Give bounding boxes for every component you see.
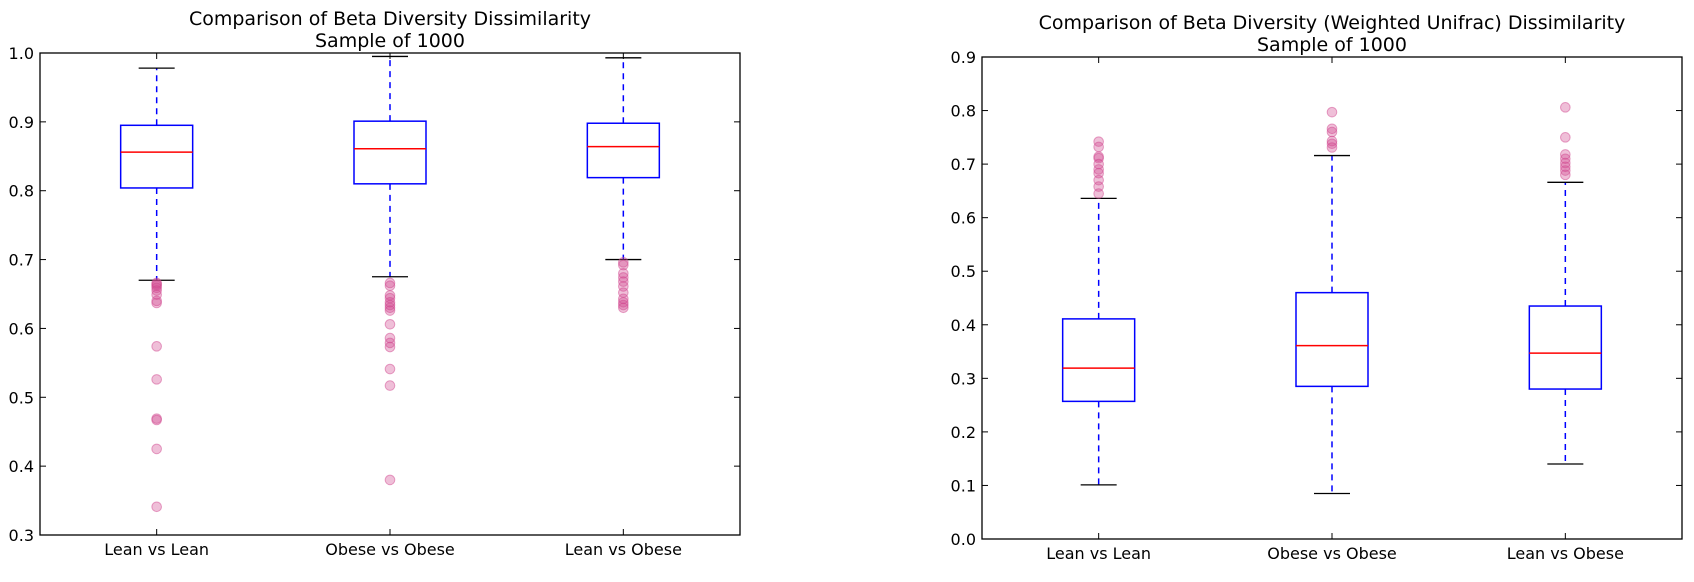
chart-panel-2: Comparison of Beta Diversity (Weighted U… <box>951 12 1683 563</box>
y-tick-label: 0.7 <box>9 251 34 270</box>
box-1 <box>1061 136 1136 486</box>
outlier-point <box>1326 123 1338 135</box>
outlier-point <box>618 259 629 271</box>
x-category-label: Lean vs Obese <box>1507 544 1624 563</box>
outlier-point <box>384 299 396 311</box>
y-tick-label: 0.6 <box>951 209 976 228</box>
outlier-point <box>1326 106 1338 118</box>
chart-panel-1: Comparison of Beta Diversity Dissimilari… <box>9 8 741 559</box>
outlier-point <box>384 280 396 292</box>
outlier-point <box>151 501 162 513</box>
box-3 <box>1528 102 1603 465</box>
y-tick-label: 1.0 <box>9 44 34 63</box>
outlier-point <box>618 302 629 314</box>
y-tick-label: 0.8 <box>9 182 34 201</box>
outlier-point <box>1093 141 1104 153</box>
y-tick-label: 0.6 <box>9 319 34 338</box>
y-tick-label: 0.4 <box>9 457 34 476</box>
outlier-point <box>384 341 396 353</box>
outlier-point <box>1326 135 1338 147</box>
box-body <box>353 120 427 185</box>
outlier-point <box>1560 153 1571 165</box>
box-body <box>119 124 194 189</box>
x-category-label: Lean vs Obese <box>565 540 682 559</box>
outlier-point <box>1560 165 1571 176</box>
outlier-point <box>384 277 396 289</box>
box-3 <box>586 57 661 314</box>
outlier-point <box>618 272 629 283</box>
y-tick-label: 0.5 <box>9 388 34 407</box>
y-tick-label: 0.2 <box>951 423 976 442</box>
outlier-point <box>1093 151 1104 162</box>
outlier-point <box>151 285 162 296</box>
box-body <box>586 122 661 179</box>
outlier-point <box>384 474 396 486</box>
outlier-point <box>384 302 396 314</box>
box-2 <box>1295 106 1369 495</box>
x-category-label: Lean vs Lean <box>1046 544 1151 563</box>
outlier-point <box>151 297 162 309</box>
outlier-point <box>151 374 162 385</box>
y-tick-label: 0.1 <box>951 476 976 495</box>
outlier-point <box>384 296 396 308</box>
chart-subtitle: Sample of 1000 <box>1257 34 1407 56</box>
outlier-point <box>151 414 162 426</box>
outlier-point <box>384 318 396 330</box>
outlier-point <box>1326 126 1338 138</box>
outlier-point <box>1093 164 1104 175</box>
x-category-label: Lean vs Lean <box>104 540 209 559</box>
outlier-point <box>1560 161 1571 173</box>
outlier-point <box>1560 169 1571 181</box>
y-tick-label: 0.7 <box>951 155 976 174</box>
outlier-point <box>1560 102 1571 113</box>
y-tick-label: 0.9 <box>951 48 976 67</box>
x-category-label: Obese vs Obese <box>325 540 455 559</box>
outlier-point <box>1326 138 1338 150</box>
y-tick-label: 0.9 <box>9 113 34 132</box>
outlier-point <box>384 337 396 349</box>
outlier-point <box>1560 149 1571 160</box>
chart-subtitle: Sample of 1000 <box>315 30 465 52</box>
outlier-point <box>618 299 629 311</box>
outlier-point <box>618 296 629 308</box>
outlier-point <box>1560 132 1571 143</box>
outlier-point <box>1093 136 1104 147</box>
y-tick-label: 0.8 <box>951 102 976 121</box>
y-tick-label: 0.3 <box>951 369 976 388</box>
plot-frame <box>981 56 1683 540</box>
outlier-point <box>151 443 162 455</box>
box-body <box>1528 305 1603 390</box>
outlier-point <box>384 363 396 375</box>
outlier-point <box>1093 158 1104 170</box>
y-tick-label: 0.4 <box>951 316 976 335</box>
outlier-point <box>384 305 396 316</box>
box-2 <box>353 55 427 486</box>
box-1 <box>119 67 194 513</box>
plot-frame <box>39 52 741 536</box>
y-tick-label: 0.5 <box>951 262 976 281</box>
y-tick-label: 0.3 <box>9 526 34 545</box>
outlier-point <box>151 341 162 352</box>
box-body <box>1295 291 1369 388</box>
outlier-point <box>1560 157 1571 169</box>
outlier-point <box>618 257 629 268</box>
y-tick-label: 0.0 <box>951 530 976 549</box>
x-category-label: Obese vs Obese <box>1267 544 1397 563</box>
chart-title: Comparison of Beta Diversity (Weighted U… <box>1039 12 1626 34</box>
chart-title: Comparison of Beta Diversity Dissimilari… <box>189 8 591 30</box>
outlier-point <box>618 268 629 279</box>
box-body <box>1061 318 1136 403</box>
outlier-point <box>384 380 396 391</box>
